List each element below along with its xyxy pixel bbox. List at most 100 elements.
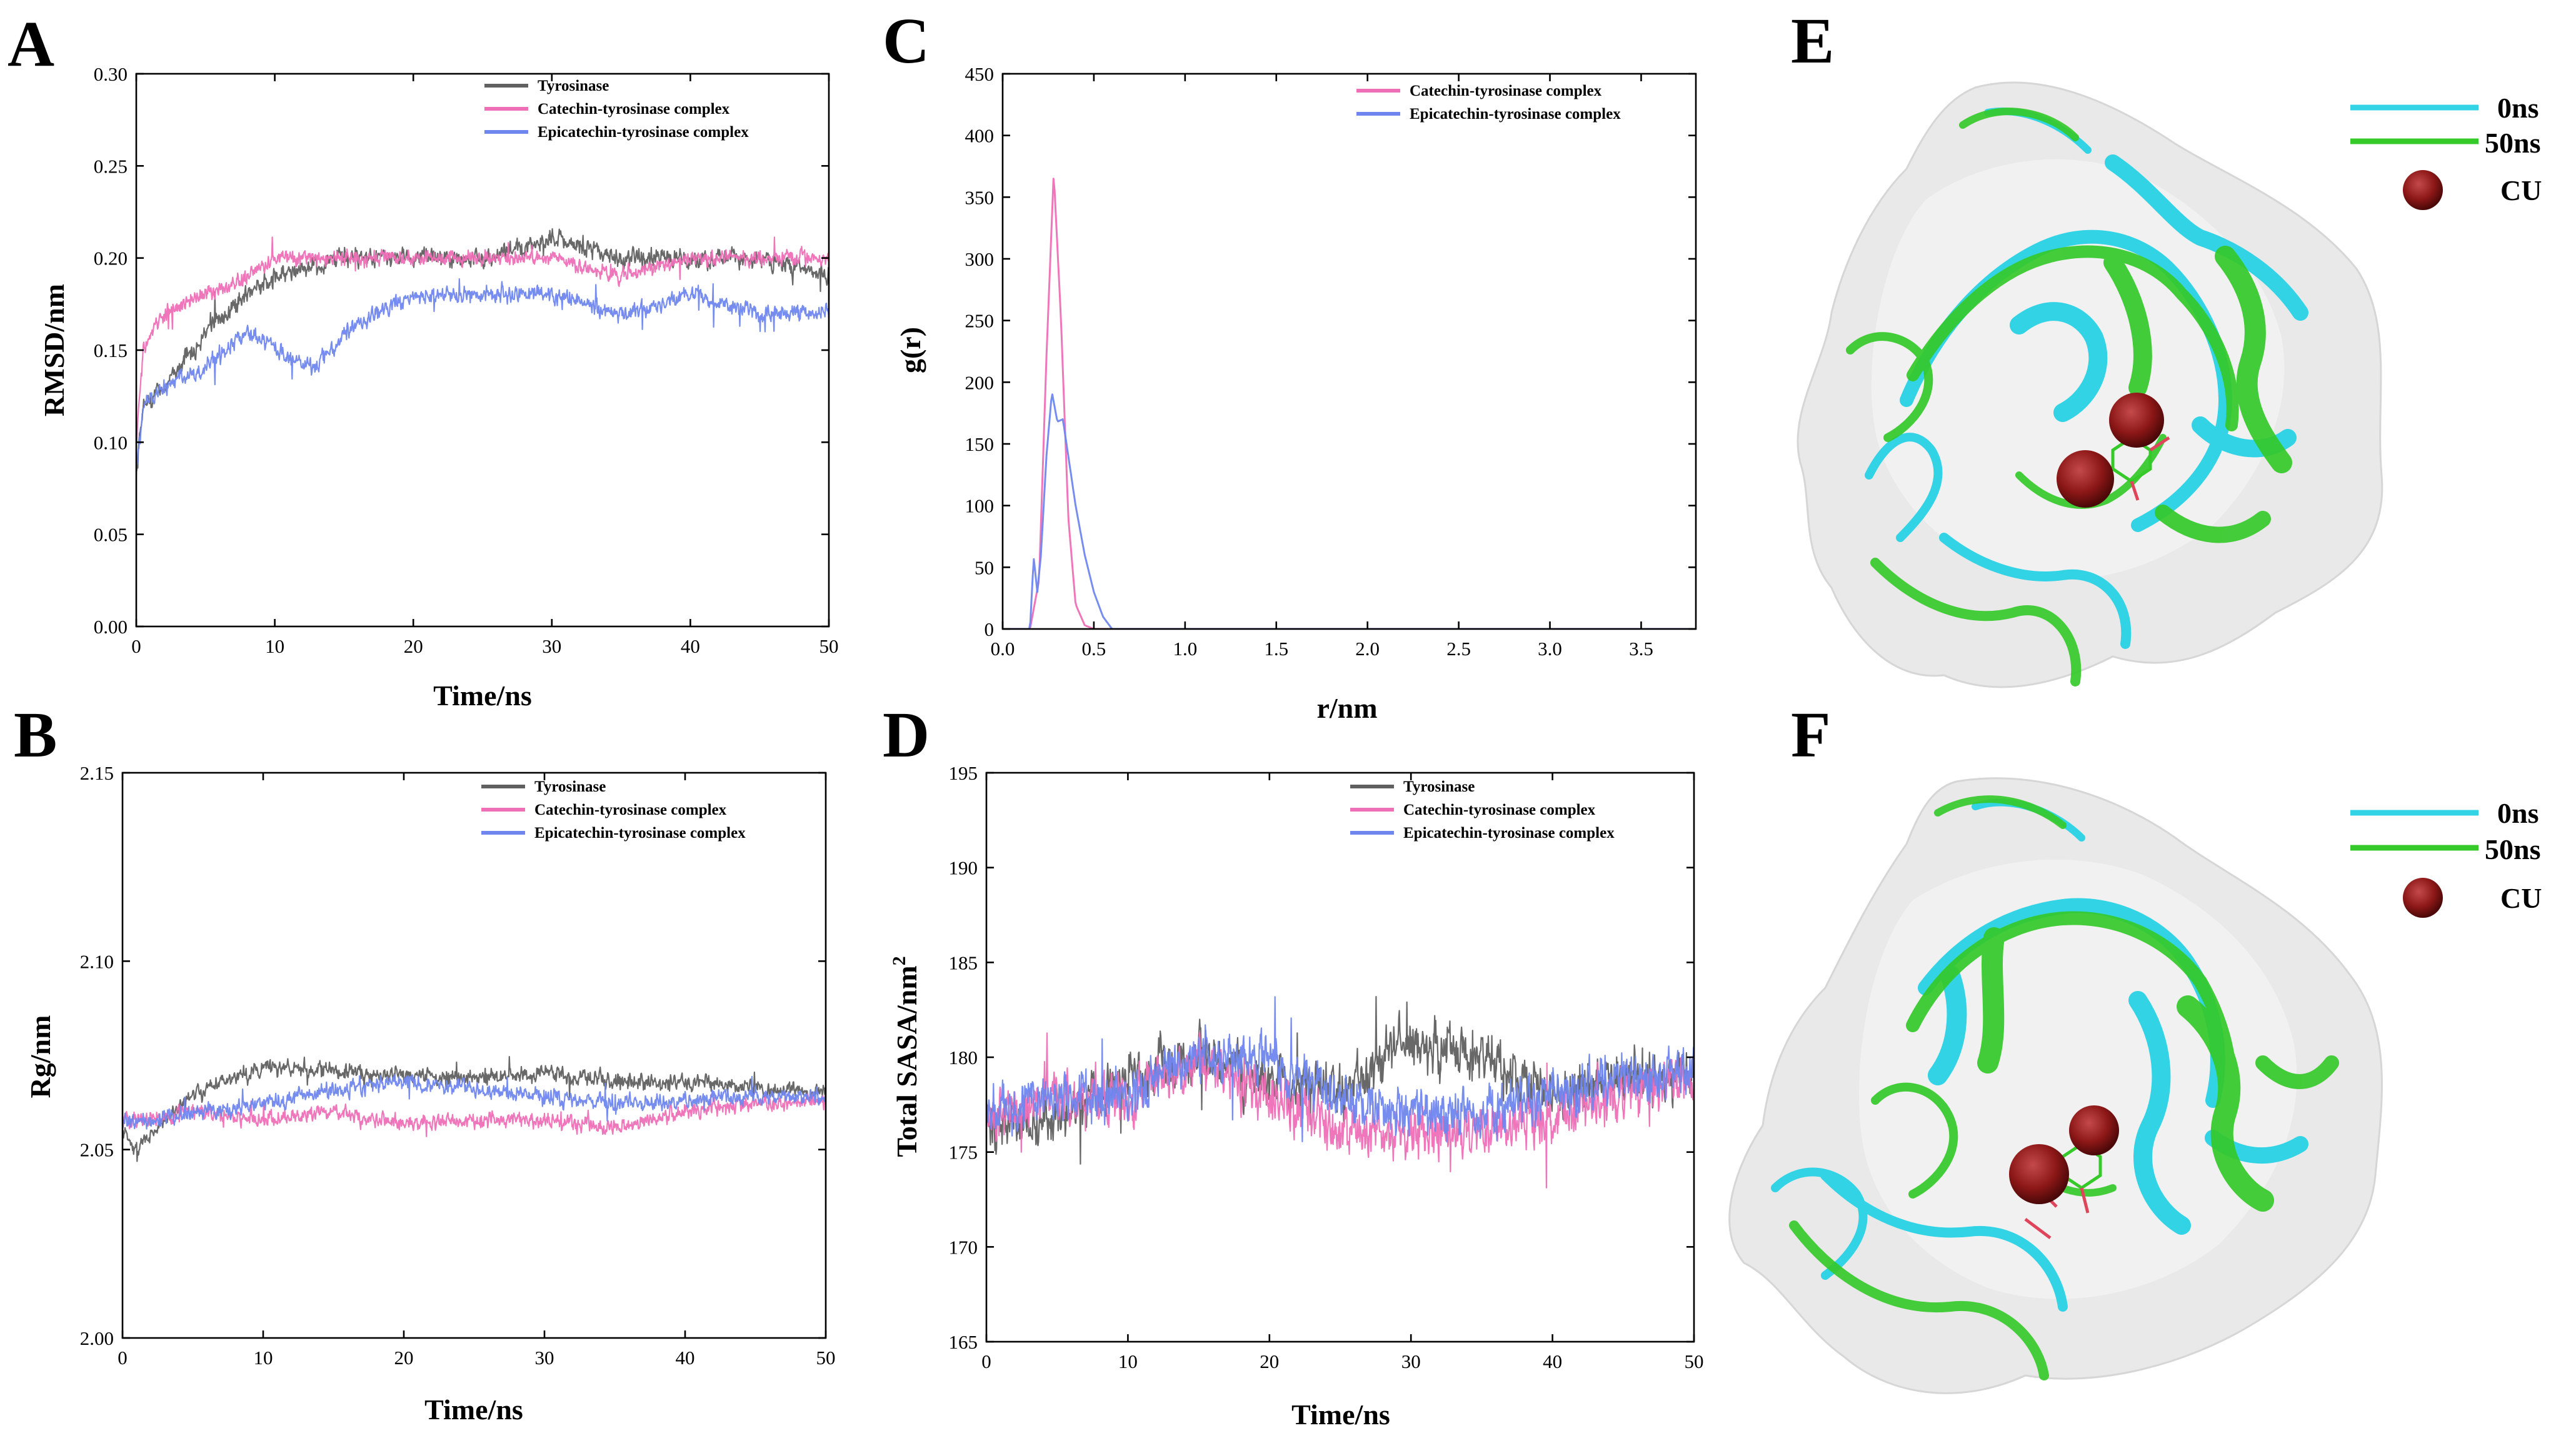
chart-a-ytick-label: 0.25 (94, 155, 128, 177)
chart-a-legend-label: Catechin-tyrosinase complex (538, 101, 730, 118)
chart-b-series-2 (123, 1092, 826, 1137)
chart-c-legend-label: Epicatechin-tyrosinase complex (1410, 106, 1621, 123)
chart-a-ylabel: RMSD/nm (38, 284, 70, 416)
chart-c-xtick-label: 2.0 (1355, 638, 1380, 660)
structure-f (1728, 777, 2383, 1394)
panel-label-f: F (1791, 699, 1831, 771)
chart-d-ylabel-superscript: 2 (889, 956, 910, 965)
chart-d-ylabel: Total SASA/nm2 (889, 956, 923, 1157)
chart-d-ytick-label: 165 (949, 1331, 978, 1353)
chart-b-xtick-label: 0 (118, 1347, 128, 1369)
cartoon-cyan-e (1865, 108, 2308, 649)
chart-d-ytick-label: 185 (949, 952, 978, 973)
structure-e (1797, 81, 2383, 688)
chart-c-ytick-label: 150 (965, 433, 995, 455)
chart-c-ytick-label: 50 (975, 556, 994, 578)
chart-d-ytick-label: 175 (949, 1142, 978, 1164)
chart-a-xtick-label: 20 (404, 635, 423, 657)
chart-c-legend-label: Catechin-tyrosinase complex (1410, 83, 1602, 99)
chart-c-xtick-label: 3.5 (1629, 638, 1653, 660)
chart-d-ylabel-main: Total SASA/nm (891, 965, 923, 1157)
chart-c-xlabel: r/nm (1316, 692, 1377, 724)
legend-e-cu-swatch (2403, 170, 2443, 210)
chart-b-ytick-label: 2.05 (80, 1139, 114, 1161)
chart-c-plot-area (1003, 178, 1696, 629)
chart-b-series-3 (123, 1073, 826, 1130)
chart-d-series-2 (986, 1032, 1694, 1189)
chart-a-ytick-label: 0.30 (94, 63, 128, 85)
panel-label-b: B (14, 699, 57, 771)
chart-d-ytick-label: 190 (949, 857, 978, 879)
chart-a-ytick-label: 0.05 (94, 524, 128, 546)
charts-layer: 0 10 20 30 40 500.000.050.100.150.200.250.30T… (80, 63, 1704, 1372)
panel-label-e: E (1791, 5, 1834, 77)
chart-a-xtick-label: 40 (681, 635, 700, 657)
chart-b-ytick-label: 2.10 (80, 950, 114, 972)
cartoon-green-f (1789, 795, 2339, 1380)
chart-a-ytick-label: 0.00 (94, 616, 128, 638)
chart-b-frame (121, 772, 827, 1339)
chart-c-xtick-label: 3.0 (1538, 638, 1562, 660)
chart-c-ytick-label: 200 (965, 371, 995, 393)
chart-a-ytick-label: 0.15 (94, 339, 128, 361)
chart-d-ytick-label: 195 (949, 762, 978, 784)
legend-f-0ns-label: 0ns (2497, 797, 2538, 829)
chart-c-ytick-label: 0 (985, 618, 995, 640)
chart-c-ytick-label: 400 (965, 125, 995, 147)
chart-c-xtick-label: 1.0 (1173, 638, 1197, 660)
chart-b-legend-label: Epicatechin-tyrosinase complex (534, 825, 746, 842)
legend-f-cu-swatch (2403, 878, 2443, 918)
chart-b-ytick-label: 2.00 (80, 1327, 114, 1349)
chart-c-ylabel: g(r) (895, 327, 926, 373)
chart-c-ytick-label: 250 (965, 310, 995, 332)
chart-c-ytick-label: 100 (965, 495, 995, 517)
chart-b-xlabel: Time/ns (424, 1394, 523, 1425)
chart-c-series-2 (1003, 393, 1696, 629)
chart-a-series-2 (136, 236, 829, 443)
chart-b-ylabel: Rg/nm (24, 1015, 56, 1099)
chart-a-xtick-label: 10 (265, 635, 284, 657)
chart-c-xtick-label: 0.5 (1082, 638, 1106, 660)
chart-b-plot-area (123, 1055, 826, 1162)
chart-d-xtick-label: 40 (1543, 1350, 1562, 1372)
chart-a-series-1 (136, 228, 829, 473)
chart-a-xtick-label: 30 (542, 635, 561, 657)
chart-c-ytick-label: 450 (965, 63, 995, 85)
chart-c-series-1 (1003, 178, 1696, 629)
chart-d-legend-label: Epicatechin-tyrosinase complex (1403, 825, 1615, 842)
legend-e-50ns-label: 50ns (2485, 127, 2540, 159)
panel-label-d: D (883, 699, 930, 771)
chart-d-xtick-label: 0 (981, 1350, 991, 1372)
cu-sphere-e2 (2057, 450, 2114, 508)
chart-d-legend-label: Catechin-tyrosinase complex (1403, 802, 1596, 818)
chart-a-legend-label: Epicatechin-tyrosinase complex (538, 124, 749, 141)
chart-d-legend-label: Tyrosinase (1403, 778, 1475, 795)
chart-b-xtick-label: 30 (535, 1347, 554, 1369)
chart-d-series-3 (986, 996, 1694, 1143)
panel-label-a: A (8, 8, 54, 80)
chart-d-ytick-label: 180 (949, 1047, 978, 1068)
chart-a-series-3 (136, 278, 829, 476)
chart-b-xtick-label: 20 (394, 1347, 414, 1369)
chart-b-legend-label: Tyrosinase (534, 778, 606, 795)
panel-label-c: C (883, 5, 930, 77)
chart-d-ytick-label: 170 (949, 1236, 978, 1258)
cartoon-green-e (1846, 108, 2292, 686)
chart-a-frame (135, 73, 830, 628)
chart-a-xlabel: Time/ns (433, 680, 532, 711)
chart-d-frame (985, 772, 1695, 1343)
chart-c-frame (1001, 73, 1697, 630)
cu-sphere-f1 (2069, 1105, 2119, 1155)
chart-b-xtick-label: 10 (254, 1347, 273, 1369)
chart-d-xtick-label: 30 (1401, 1350, 1421, 1372)
chart-c-ytick-label: 350 (965, 186, 995, 208)
chart-a-legend-label: Tyrosinase (538, 78, 609, 94)
legend-e-cu-label: CU (2500, 174, 2542, 206)
chart-b-series-1 (123, 1055, 826, 1162)
chart-b-ytick-label: 2.15 (80, 762, 114, 784)
chart-a-ytick-label: 0.10 (94, 431, 128, 453)
cu-sphere-f2 (2009, 1144, 2069, 1204)
chart-a-xtick-label: 50 (819, 635, 839, 657)
structure-legend-e: 0ns 50ns CU (2350, 92, 2542, 210)
